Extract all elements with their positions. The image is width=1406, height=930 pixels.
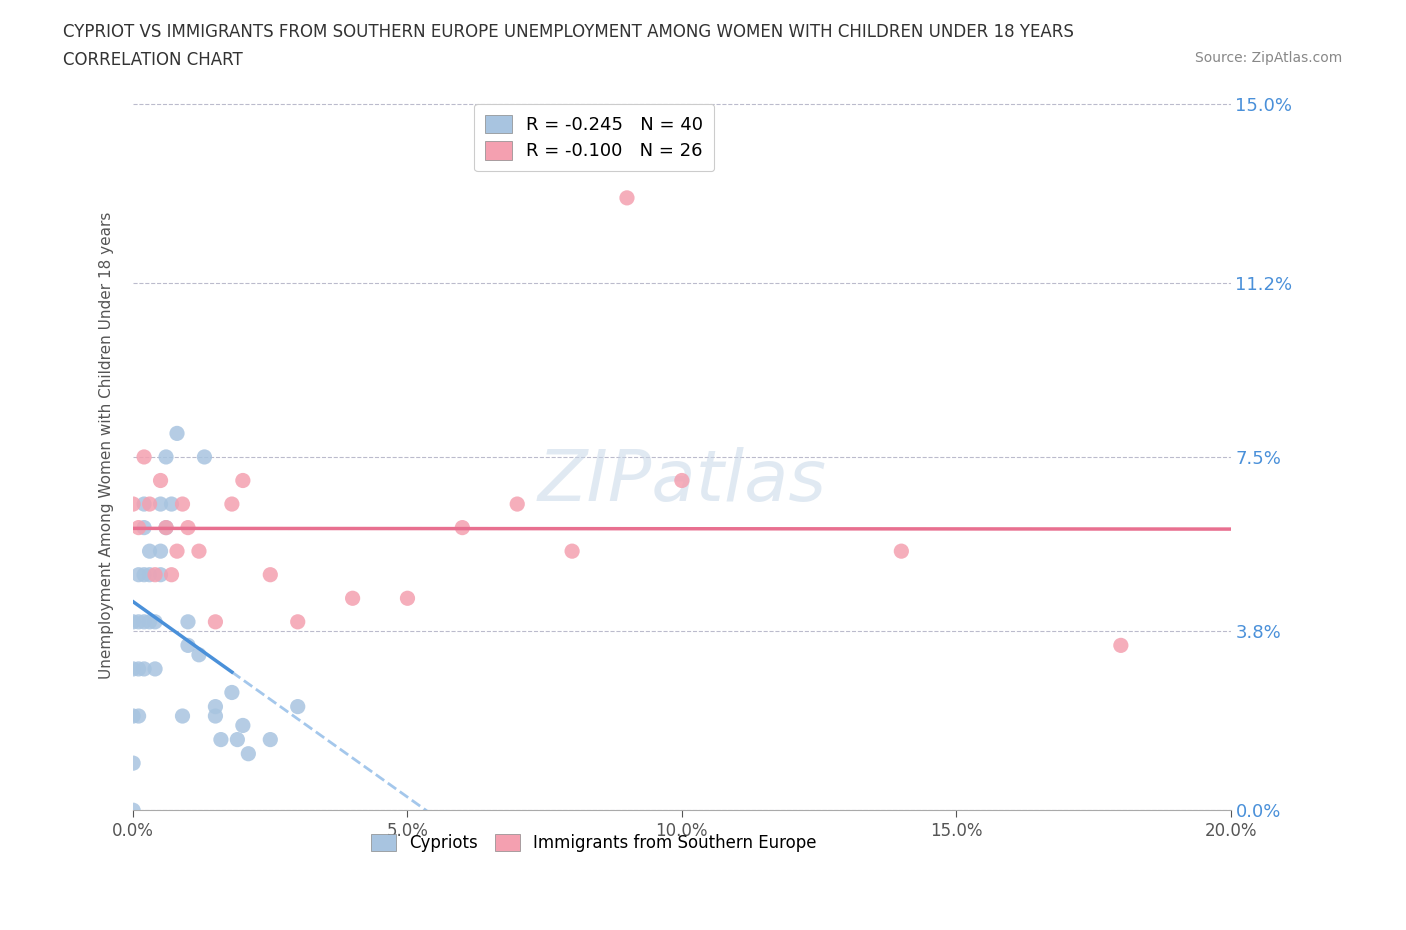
Point <box>160 567 183 582</box>
Point <box>671 473 693 488</box>
Point <box>143 567 166 582</box>
Text: ZIPatlas: ZIPatlas <box>537 447 827 516</box>
Point <box>166 544 188 559</box>
Point <box>259 567 281 582</box>
Point <box>128 661 150 676</box>
Point <box>138 567 160 582</box>
Point <box>132 615 155 630</box>
Point <box>177 638 200 653</box>
Text: CYPRIOT VS IMMIGRANTS FROM SOUTHERN EUROPE UNEMPLOYMENT AMONG WOMEN WITH CHILDRE: CYPRIOT VS IMMIGRANTS FROM SOUTHERN EURO… <box>63 23 1074 41</box>
Point <box>204 615 226 630</box>
Point <box>132 497 155 512</box>
Point <box>172 709 194 724</box>
Point <box>166 426 188 441</box>
Point <box>149 567 172 582</box>
Point <box>193 449 215 464</box>
Point <box>122 497 145 512</box>
Point <box>232 473 254 488</box>
Point <box>155 449 177 464</box>
Y-axis label: Unemployment Among Women with Children Under 18 years: Unemployment Among Women with Children U… <box>100 211 114 679</box>
Point <box>128 709 150 724</box>
Point <box>138 544 160 559</box>
Point <box>221 497 243 512</box>
Point <box>149 544 172 559</box>
Point <box>122 661 145 676</box>
Point <box>396 591 419 605</box>
Point <box>122 803 145 817</box>
Point <box>149 497 172 512</box>
Point <box>204 699 226 714</box>
Point <box>177 615 200 630</box>
Point <box>259 732 281 747</box>
Point <box>221 685 243 700</box>
Point <box>287 699 309 714</box>
Point <box>122 756 145 771</box>
Point <box>160 497 183 512</box>
Point <box>132 520 155 535</box>
Legend: Cypriots, Immigrants from Southern Europe: Cypriots, Immigrants from Southern Europ… <box>363 826 825 860</box>
Point <box>143 661 166 676</box>
Point <box>342 591 364 605</box>
Point <box>209 732 232 747</box>
Text: Source: ZipAtlas.com: Source: ZipAtlas.com <box>1195 51 1343 65</box>
Point <box>451 520 474 535</box>
Point <box>238 746 260 761</box>
Point <box>128 615 150 630</box>
Point <box>132 567 155 582</box>
Point <box>155 520 177 535</box>
Point <box>1109 638 1132 653</box>
Point <box>232 718 254 733</box>
Point <box>890 544 912 559</box>
Point <box>138 615 160 630</box>
Point <box>172 497 194 512</box>
Point <box>188 544 211 559</box>
Point <box>506 497 529 512</box>
Point <box>132 661 155 676</box>
Point <box>143 615 166 630</box>
Point <box>122 709 145 724</box>
Point <box>287 615 309 630</box>
Point <box>616 191 638 206</box>
Point <box>188 647 211 662</box>
Point <box>128 520 150 535</box>
Point <box>122 615 145 630</box>
Point <box>561 544 583 559</box>
Point <box>128 567 150 582</box>
Point <box>177 520 200 535</box>
Point <box>138 497 160 512</box>
Point <box>149 473 172 488</box>
Point <box>155 520 177 535</box>
Point <box>226 732 249 747</box>
Text: CORRELATION CHART: CORRELATION CHART <box>63 51 243 69</box>
Point <box>204 709 226 724</box>
Point <box>132 449 155 464</box>
